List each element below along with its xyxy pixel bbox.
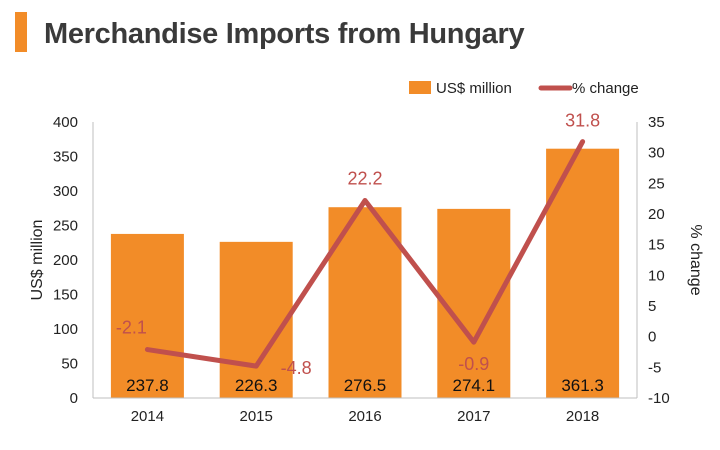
- percent-change-line: [144, 139, 586, 369]
- y-axis-label-left: US$ million: [29, 220, 46, 301]
- title-accent-bar: [15, 12, 27, 52]
- y-tick-right: 30: [648, 145, 665, 162]
- y-tick-left: 150: [53, 287, 78, 304]
- plot-area: 0 50 100 150 200 250 300 350 400 -10 -5 0 5 10 15 20 25 3…: [53, 111, 670, 425]
- y-tick-right: 20: [648, 206, 665, 223]
- bar: [110, 233, 184, 398]
- y-tick-left: 400: [53, 114, 78, 131]
- x-tick-label: 2018: [566, 408, 599, 425]
- y-axis-label-right: % change: [687, 224, 704, 295]
- y-tick-left: 300: [53, 183, 78, 200]
- bar-value-label: 361.3: [561, 376, 604, 395]
- bar: [437, 208, 511, 398]
- bar-value-label: 274.1: [453, 376, 496, 395]
- y-tick-right: 0: [648, 329, 656, 346]
- y-tick-left: 350: [53, 149, 78, 166]
- x-tick-label: 2017: [457, 408, 490, 425]
- y-tick-left: 250: [53, 218, 78, 235]
- line-value-label: -2.1: [116, 318, 147, 338]
- bar-value-label: 237.8: [126, 376, 169, 395]
- legend-label-bars: US$ million: [436, 80, 512, 97]
- y-tick-right: 25: [648, 175, 665, 192]
- y-tick-right: 15: [648, 237, 665, 254]
- x-tick-label: 2015: [240, 408, 273, 425]
- bar-value-label: 226.3: [235, 376, 278, 395]
- legend: US$ million % change: [409, 80, 639, 97]
- y-tick-right: 35: [648, 114, 665, 131]
- chart-title: Merchandise Imports from Hungary: [44, 18, 525, 50]
- line-value-label: 22.2: [347, 169, 382, 189]
- x-tick-label: 2014: [131, 408, 164, 425]
- bar-value-label: 276.5: [344, 376, 387, 395]
- y-tick-left: 100: [53, 321, 78, 338]
- y-tick-left: 0: [70, 390, 78, 407]
- y-tick-right: -5: [648, 359, 661, 376]
- legend-label-line: % change: [572, 80, 639, 97]
- y-tick-left: 200: [53, 252, 78, 269]
- y-tick-right: -10: [648, 390, 670, 407]
- y-tick-right: 5: [648, 298, 656, 315]
- line-value-label: 31.8: [565, 111, 600, 131]
- line-value-label: -4.8: [281, 358, 312, 378]
- x-tick-label: 2016: [348, 408, 381, 425]
- y-tick-right: 10: [648, 267, 665, 284]
- legend-swatch-bars: [409, 81, 431, 94]
- line-value-label: -0.9: [458, 354, 489, 374]
- bar: [219, 241, 293, 398]
- y-tick-left: 50: [61, 356, 78, 373]
